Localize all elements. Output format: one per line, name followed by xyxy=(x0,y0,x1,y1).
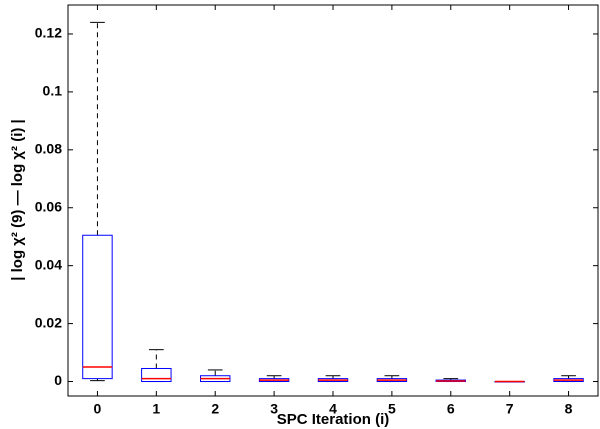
x-tick-label: 0 xyxy=(94,401,102,417)
x-tick-label: 5 xyxy=(388,401,396,417)
x-tick-label: 6 xyxy=(447,401,455,417)
y-tick-label: 0.06 xyxy=(35,198,62,214)
x-tick-label: 4 xyxy=(329,401,337,417)
y-tick-label: 0.04 xyxy=(35,256,62,272)
y-tick-label: 0 xyxy=(54,372,62,388)
x-tick-label: 8 xyxy=(565,401,573,417)
x-tick-label: 2 xyxy=(211,401,219,417)
x-tick-label: 1 xyxy=(152,401,160,417)
box xyxy=(141,367,172,383)
y-axis-label: | log χ² (9) — log χ² (i) | xyxy=(9,119,26,280)
y-tick-label: 0.12 xyxy=(35,25,62,41)
y-tick-label: 0.02 xyxy=(35,314,62,330)
y-tick-label: 0.1 xyxy=(43,83,63,99)
x-tick-label: 7 xyxy=(506,401,514,417)
y-tick-label: 0.08 xyxy=(35,141,62,157)
x-tick-label: 3 xyxy=(270,401,278,417)
x-axis-label: SPC Iteration (i) xyxy=(277,411,390,428)
box xyxy=(82,234,113,380)
